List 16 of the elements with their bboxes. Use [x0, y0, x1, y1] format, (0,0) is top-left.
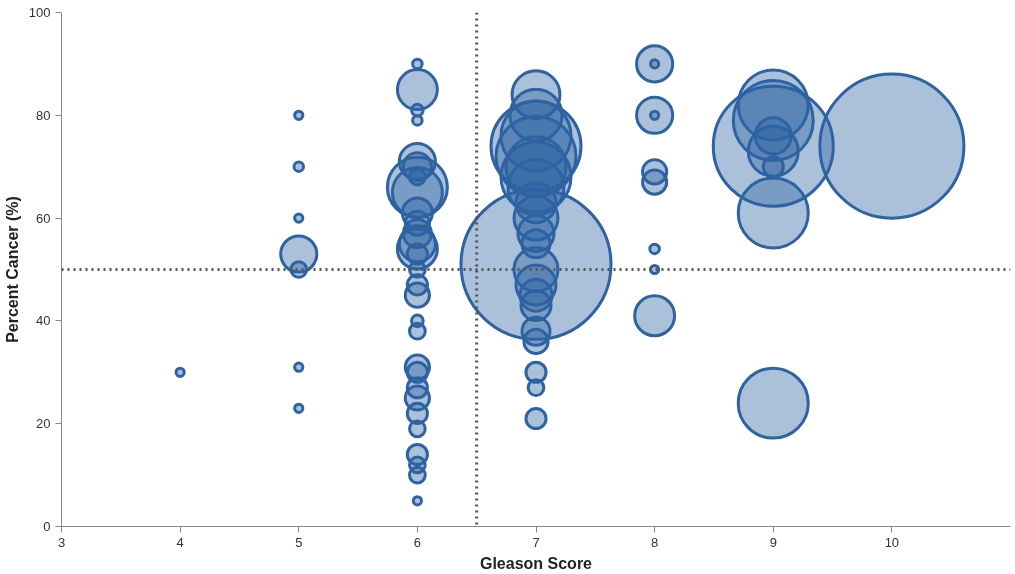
y-tick-label: 40: [36, 313, 51, 329]
y-tick-label: 80: [36, 107, 51, 123]
x-axis-title: Gleason Score: [479, 554, 593, 572]
x-tick-label: 9: [769, 534, 777, 550]
y-tick-label: 100: [28, 5, 51, 20]
x-tick-label: 7: [532, 534, 540, 550]
x-tick-label: 10: [884, 534, 900, 550]
x-tick-label: 6: [413, 534, 421, 550]
y-tick-label: 20: [36, 416, 51, 432]
y-tick-label: 60: [36, 210, 51, 226]
x-tick-label: 5: [295, 534, 303, 550]
y-tick-label: 0: [43, 519, 51, 534]
x-tick-label: 8: [651, 534, 659, 550]
x-tick-label: 3: [57, 534, 66, 550]
x-tick-label: 4: [176, 534, 184, 550]
y-axis-title: Percent Cancer (%): [3, 196, 21, 343]
